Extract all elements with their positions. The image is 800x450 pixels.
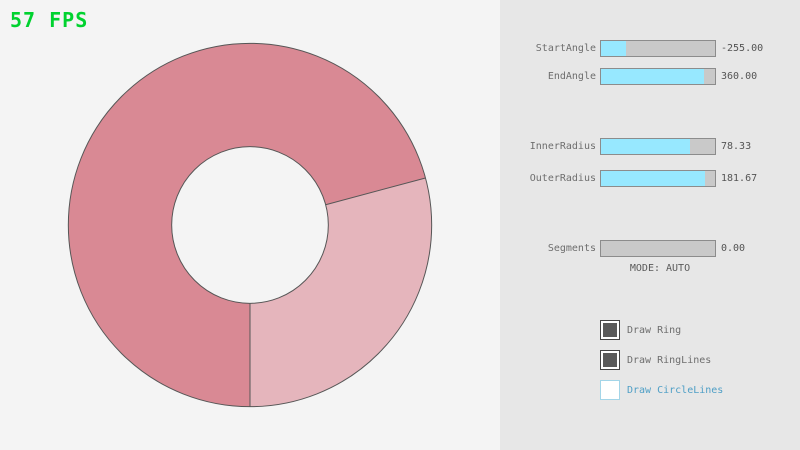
draw-ring-checkbox[interactable] <box>600 320 620 340</box>
end-angle-value: 360.00 <box>721 71 758 82</box>
ring-svg <box>67 42 433 408</box>
segments-value: 0.00 <box>721 243 746 254</box>
render-canvas: 57 FPS <box>0 0 500 450</box>
inner-radius-slider-fill <box>601 139 690 154</box>
start-angle-value: -255.00 <box>721 43 764 54</box>
draw-ring-label: Draw Ring <box>627 324 682 336</box>
start-angle-slider-fill <box>601 41 627 56</box>
checkbox-row-draw-ring: Draw Ring <box>600 320 681 340</box>
start-angle-slider[interactable] <box>600 40 716 57</box>
end-angle-slider[interactable] <box>600 68 716 85</box>
checkbox-row-draw-ringlines: Draw RingLines <box>600 350 711 370</box>
end-angle-label: EndAngle <box>547 71 596 82</box>
slider-row-end-angle: EndAngle 360.00 <box>500 68 800 85</box>
end-angle-slider-fill <box>601 69 704 84</box>
mode-indicator: MODE: AUTO <box>629 263 691 274</box>
inner-radius-value: 78.33 <box>721 141 752 152</box>
draw-circlelines-label: Draw CircleLines <box>627 384 724 396</box>
slider-row-outer-radius: OuterRadius 181.67 <box>500 170 800 187</box>
draw-ringlines-checkbox[interactable] <box>600 350 620 370</box>
slider-row-inner-radius: InnerRadius 78.33 <box>500 138 800 155</box>
checkbox-row-draw-circlelines: Draw CircleLines <box>600 380 723 400</box>
outer-radius-slider[interactable] <box>600 170 716 187</box>
outer-radius-label: OuterRadius <box>529 173 596 184</box>
segments-label: Segments <box>547 243 596 254</box>
inner-radius-slider[interactable] <box>600 138 716 155</box>
inner-radius-label: InnerRadius <box>529 141 596 152</box>
slider-row-start-angle: StartAngle -255.00 <box>500 40 800 57</box>
draw-ringlines-label: Draw RingLines <box>627 354 712 366</box>
draw-circlelines-checkbox[interactable] <box>600 380 620 400</box>
outer-radius-value: 181.67 <box>721 173 758 184</box>
outer-radius-slider-fill <box>601 171 705 186</box>
slider-row-segments: Segments 0.00 <box>500 240 800 257</box>
start-angle-label: StartAngle <box>535 43 596 54</box>
fps-counter: 57 FPS <box>10 8 89 32</box>
segments-slider[interactable] <box>600 240 716 257</box>
